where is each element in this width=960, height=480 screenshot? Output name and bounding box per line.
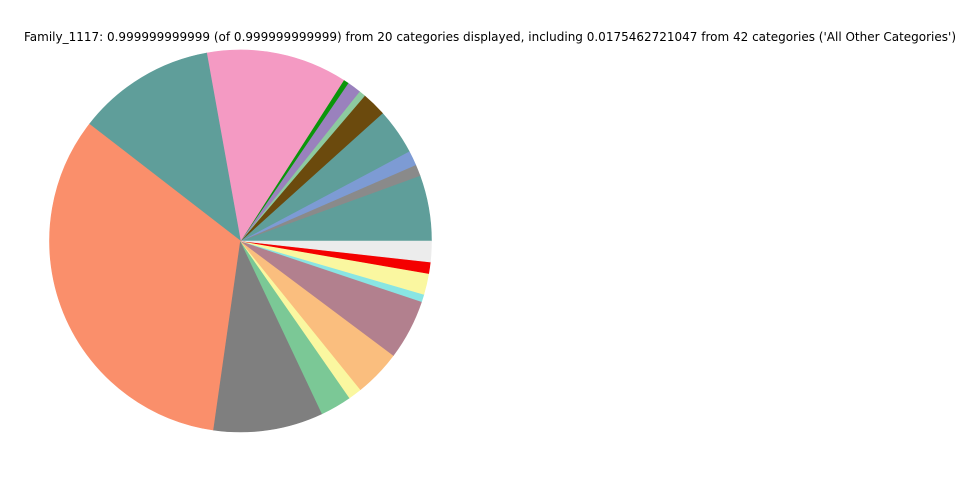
pie-slice (49, 123, 241, 431)
pie-slice-all-other-categories (240, 240, 432, 263)
pie-slice (88, 52, 241, 242)
pie-slice (206, 49, 345, 242)
pie-slice (213, 239, 323, 433)
chart-title: Family_1117: 0.999999999999 (of 0.999999… (23, 30, 957, 44)
